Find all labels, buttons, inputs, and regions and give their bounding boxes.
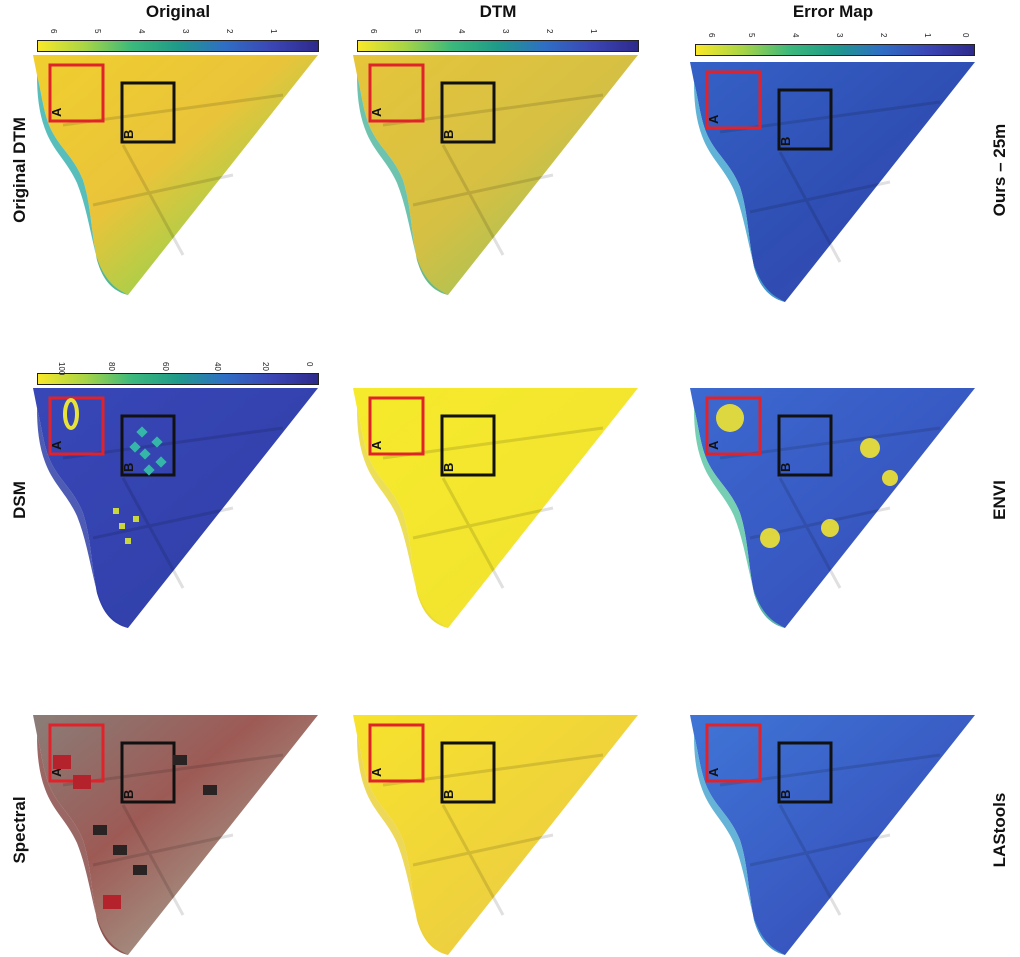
region-label-b: B <box>778 463 793 472</box>
building-mark <box>125 538 131 544</box>
building-mark <box>173 755 187 765</box>
region-box-b <box>440 741 496 804</box>
region-label-b: B <box>441 130 456 139</box>
shoreline <box>37 408 128 628</box>
building-mark <box>119 523 125 529</box>
error-hotspot <box>821 519 839 537</box>
region-label-b: B <box>778 137 793 146</box>
panel-spectral: AB <box>33 715 318 955</box>
shoreline <box>357 408 448 628</box>
panel-dsm: AB <box>33 388 318 628</box>
region-label-b: B <box>441 463 456 472</box>
shoreline <box>694 82 785 302</box>
region-box-a <box>368 396 425 456</box>
building-mark <box>203 785 217 795</box>
error-hotspot <box>882 470 898 486</box>
region-label-a: A <box>369 440 384 450</box>
building-mark <box>133 865 147 875</box>
region-box-a <box>48 396 105 456</box>
column-title-dtm: DTM <box>479 2 517 21</box>
building-mark <box>113 508 119 514</box>
region-box-a <box>705 70 762 130</box>
panel-dtm-ours: AB <box>353 55 638 295</box>
region-label-b: B <box>121 130 136 139</box>
region-box-b <box>777 88 833 151</box>
region-box-a <box>705 396 762 456</box>
shoreline <box>694 735 785 955</box>
tall-structure-mark <box>63 398 79 430</box>
building-mark <box>93 825 107 835</box>
region-box-b <box>777 741 833 804</box>
building-mark <box>113 845 127 855</box>
panel-dtm-lastools: AB <box>353 715 638 955</box>
building-mark <box>133 516 139 522</box>
panel-error-envi: AB <box>690 388 975 628</box>
region-box-b <box>120 414 176 477</box>
panel-dtm-envi: AB <box>353 388 638 628</box>
shoreline <box>37 75 128 295</box>
panel-error-ours: AB <box>690 62 975 302</box>
vegetation-mark <box>103 895 121 909</box>
region-box-a <box>368 723 425 783</box>
region-label-a: A <box>706 114 721 124</box>
region-box-b <box>440 81 496 144</box>
region-label-a: A <box>706 440 721 450</box>
region-label-a: A <box>369 107 384 117</box>
column-title-error-map: Error Map <box>792 2 874 21</box>
region-box-a <box>48 63 105 123</box>
panel-error-lastools: AB <box>690 715 975 955</box>
region-label-a: A <box>706 767 721 777</box>
panel-original-dtm: AB <box>33 55 318 295</box>
colorbar-dsm <box>37 373 319 385</box>
colorbar-dtm <box>357 40 639 52</box>
region-box-a <box>368 63 425 123</box>
colorbar-dtm-original <box>37 40 319 52</box>
region-box-b <box>120 81 176 144</box>
shoreline <box>37 735 128 955</box>
region-box-b <box>440 414 496 477</box>
region-label-a: A <box>49 107 64 117</box>
region-box-a <box>705 723 762 783</box>
shoreline <box>694 408 785 628</box>
region-box-b <box>120 741 176 804</box>
region-label-a: A <box>49 440 64 450</box>
column-title-original: Original <box>145 2 211 21</box>
shoreline <box>357 75 448 295</box>
vegetation-mark <box>73 775 91 789</box>
region-label-b: B <box>121 463 136 472</box>
region-label-b: B <box>778 790 793 799</box>
vegetation-mark <box>53 755 71 769</box>
error-hotspot <box>860 438 880 458</box>
region-box-b <box>777 414 833 477</box>
colorbar-error <box>695 44 975 56</box>
error-hotspot <box>716 404 744 432</box>
region-label-b: B <box>121 790 136 799</box>
error-hotspot <box>760 528 780 548</box>
region-label-b: B <box>441 790 456 799</box>
shoreline <box>357 735 448 955</box>
region-label-a: A <box>49 767 64 777</box>
region-label-a: A <box>369 767 384 777</box>
